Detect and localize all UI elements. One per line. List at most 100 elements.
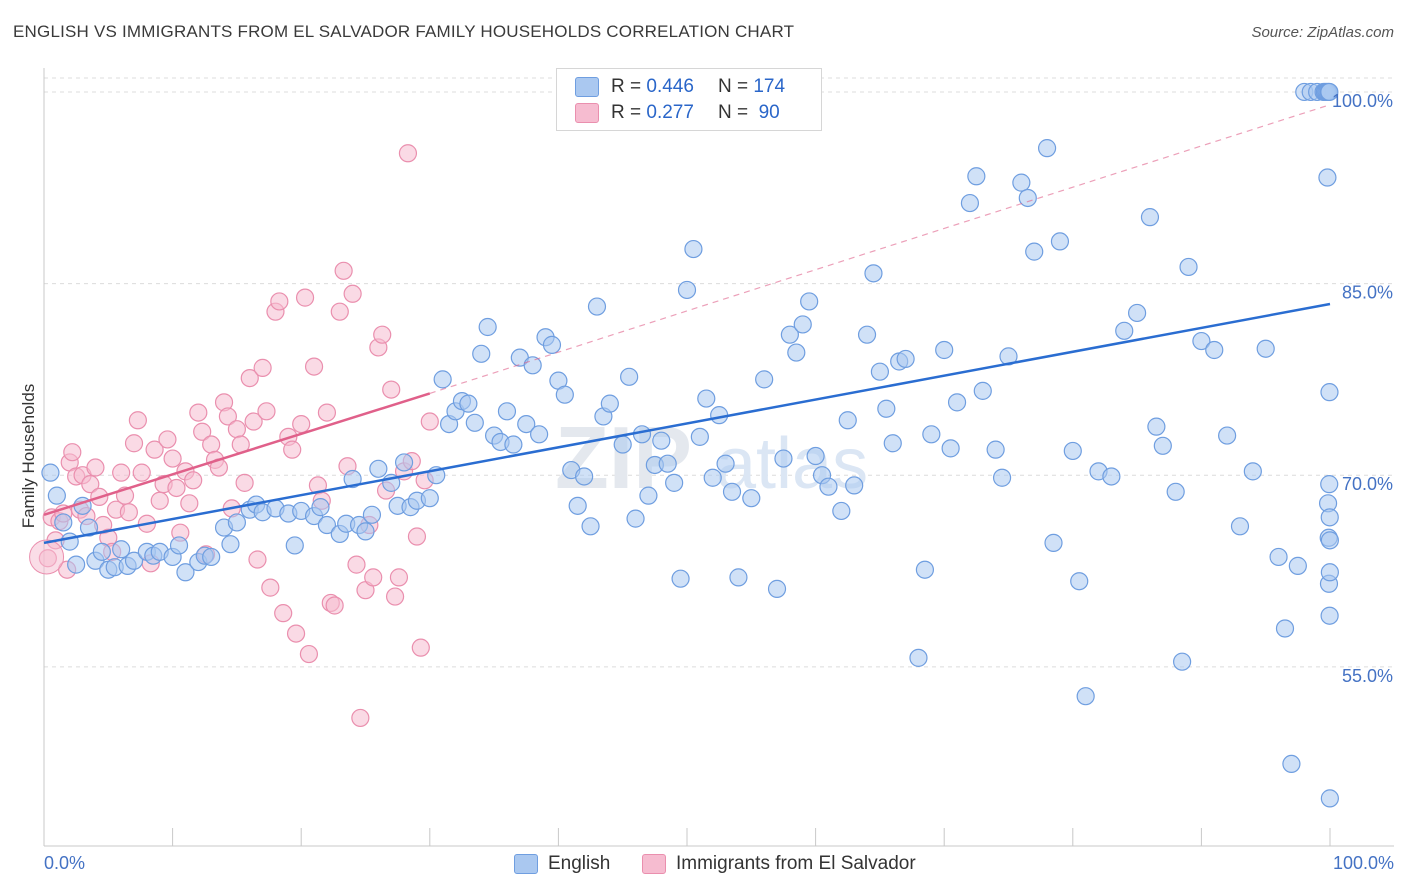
r-label: R = (611, 76, 642, 97)
salvador-point (145, 440, 164, 459)
english-point (517, 414, 536, 434)
english-point (472, 344, 491, 363)
english-point (92, 542, 111, 561)
trend-lines (43, 104, 1331, 545)
salvador-point (292, 414, 311, 434)
salvador-point (167, 478, 186, 498)
english-point (1320, 789, 1339, 808)
english-point (1147, 417, 1166, 436)
salvador-point (364, 568, 383, 587)
english-point (845, 476, 864, 495)
salvador-point (373, 325, 392, 344)
english-point (1153, 436, 1172, 455)
salvador-point (261, 578, 280, 597)
salvador-point (304, 357, 324, 376)
x-tick-min: 0.0% (44, 853, 86, 873)
english-point (620, 367, 639, 386)
english-point (915, 560, 935, 579)
english-point (1127, 303, 1147, 323)
series-legend: English Immigrants from El Salvador (0, 852, 1406, 878)
english-point (600, 394, 619, 413)
legend-salvador-label: Immigrants from El Salvador (676, 853, 916, 874)
english-point (356, 522, 375, 541)
salvador-point (163, 449, 182, 468)
english-point (883, 434, 902, 453)
chart-title: ENGLISH VS IMMIGRANTS FROM EL SALVADOR F… (13, 22, 795, 41)
y-tick-label: 100.0% (1332, 91, 1393, 111)
english-point (433, 370, 452, 389)
salvador-point (283, 440, 302, 459)
source-credit: Source: ZipAtlas.com (1251, 24, 1394, 41)
english-point (947, 393, 967, 412)
english-point (459, 394, 478, 413)
legend-row-salvador: R = 0.277 N = 90 (575, 101, 780, 125)
english-point (780, 325, 799, 344)
salvador-point (398, 144, 418, 163)
english-point (176, 563, 195, 582)
salvador-point (334, 261, 353, 280)
legend-english[interactable]: English (514, 853, 610, 875)
english-point (465, 413, 484, 432)
english-point (1320, 563, 1339, 582)
english-point (935, 340, 954, 360)
english-point (665, 473, 684, 492)
salvador-point (382, 380, 401, 399)
english-point (690, 427, 709, 446)
salvador-point (407, 527, 427, 546)
english-swatch (514, 854, 538, 874)
english-point (1320, 606, 1339, 625)
english-point (1320, 475, 1339, 494)
salvador-point (128, 411, 147, 430)
salvador-point (180, 494, 199, 513)
salvador-point (63, 443, 82, 462)
english-point (1102, 467, 1121, 486)
correlation-legend: R = 0.446 N = 174 R = 0.277 N = 90 (556, 68, 822, 131)
english-point (793, 315, 812, 334)
english-point (626, 509, 645, 528)
english-point (639, 486, 658, 505)
salvador-trend-extension (429, 104, 1331, 394)
y-tick-label: 85.0% (1342, 283, 1393, 303)
salvador-point (240, 368, 259, 388)
salvador-point (189, 403, 208, 422)
english-point (877, 399, 896, 418)
english-swatch (575, 77, 599, 97)
english-point (369, 459, 388, 478)
n-value: 90 (758, 102, 780, 123)
english-point (568, 496, 587, 515)
english-point (67, 555, 86, 574)
salvador-point (389, 568, 409, 587)
english-point (478, 317, 497, 337)
english-point (1140, 208, 1160, 227)
english-point (800, 292, 819, 311)
salvador-trend-line (43, 392, 431, 516)
english-point (1282, 754, 1301, 774)
english-point (973, 381, 992, 400)
salvador-point (193, 422, 212, 441)
legend-salvador[interactable]: Immigrants from El Salvador (642, 853, 916, 875)
english-point (112, 540, 131, 559)
english-point (787, 343, 806, 362)
english-point (587, 297, 607, 316)
english-point (343, 469, 362, 489)
salvador-point (119, 503, 138, 522)
english-point (1063, 441, 1082, 461)
salvador-point (132, 463, 151, 482)
english-point (1037, 139, 1057, 158)
salvador-swatch (575, 103, 599, 123)
salvador-point (385, 587, 405, 606)
english-point (54, 513, 73, 532)
salvador-point (411, 638, 430, 657)
english-point (311, 498, 330, 517)
english-point (1320, 383, 1339, 402)
english-point (896, 349, 915, 369)
salvador-point (295, 288, 315, 307)
watermark-atlas: atlas (716, 424, 868, 504)
english-point (909, 648, 928, 667)
english-point (79, 518, 99, 537)
salvador-point (218, 407, 237, 426)
english-point (1070, 572, 1089, 591)
salvador-points (29, 144, 439, 728)
x-tick-max: 100.0% (1332, 853, 1394, 873)
